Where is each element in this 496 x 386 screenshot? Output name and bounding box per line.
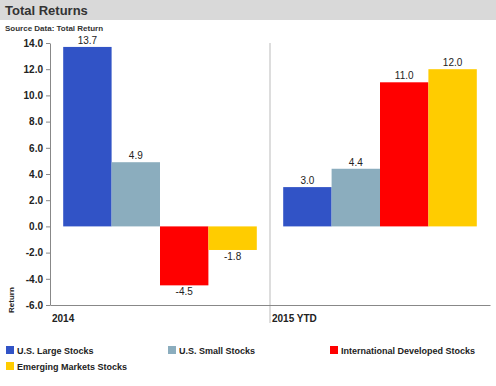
y-tick-label: 14.0 — [24, 38, 44, 49]
data-label: -4.5 — [176, 286, 194, 297]
x-tick-label: 2015 YTD — [272, 313, 317, 324]
title-bar — [0, 0, 496, 20]
legend-item: U.S. Large Stocks — [6, 346, 94, 356]
y-tick: 14.0 — [24, 38, 50, 49]
title: Total Returns — [5, 3, 88, 18]
y-axis: -6.0 -4.0 -2.0 0.0 2.0 4.0 6.0 8.0 10.0 12.0 14.0 — [24, 38, 51, 311]
legend-item: Emerging Markets Stocks — [6, 362, 127, 372]
bar — [283, 187, 331, 226]
y-tick-label: 12.0 — [24, 64, 44, 75]
y-axis-title: Return — [7, 287, 16, 313]
data-label: 13.7 — [78, 35, 98, 46]
y-tick-mark — [46, 226, 50, 227]
legend-item: U.S. Small Stocks — [168, 346, 255, 356]
data-labels: 13.7 3.0 4.9 4.4 -4.5 11.0 -1.8 12.0 — [78, 35, 463, 297]
subtitle: Source Data: Total Return — [5, 24, 103, 33]
legend-swatch — [6, 362, 14, 370]
bar — [380, 82, 428, 226]
data-label: 11.0 — [395, 70, 414, 81]
x-axis: 2014 2015 YTD — [51, 306, 491, 325]
y-tick: -6.0 — [26, 300, 50, 311]
bar — [332, 169, 380, 227]
data-label: 4.4 — [349, 157, 363, 168]
data-label: -1.8 — [224, 251, 242, 262]
y-tick-mark — [46, 305, 50, 306]
x-tick: 2014 — [52, 313, 75, 324]
y-tick-mark — [46, 43, 50, 44]
data-label: 3.0 — [300, 175, 314, 186]
y-tick-label: 0.0 — [29, 221, 43, 232]
y-tick-label: 8.0 — [29, 116, 43, 127]
y-axis-line — [50, 44, 51, 306]
legend-label: International Developed Stocks — [341, 346, 475, 356]
y-tick-mark — [46, 253, 50, 254]
bar — [63, 47, 111, 226]
y-tick-label: -4.0 — [26, 274, 44, 285]
data-label: 12.0 — [443, 57, 463, 68]
bar — [160, 226, 208, 285]
y-tick-mark — [46, 69, 50, 70]
y-tick: 8.0 — [29, 116, 50, 127]
legend-swatch — [168, 346, 176, 354]
chart: Total Returns Source Data: Total Return 13… — [0, 0, 496, 386]
y-tick-mark — [46, 95, 50, 96]
legend: U.S. Large Stocks U.S. Small Stocks Intern… — [6, 346, 475, 372]
y-tick-label: 6.0 — [29, 143, 43, 154]
legend-swatch — [330, 346, 338, 354]
y-tick-label: 2.0 — [29, 195, 43, 206]
legend-label: Emerging Markets Stocks — [17, 362, 127, 372]
x-tick-label: 2014 — [52, 313, 75, 324]
y-tick: 10.0 — [24, 90, 50, 101]
y-tick: -2.0 — [26, 247, 50, 258]
y-tick: 2.0 — [29, 195, 50, 206]
y-tick: 4.0 — [29, 169, 50, 180]
y-tick: 6.0 — [29, 143, 50, 154]
bars — [63, 47, 477, 285]
bar — [208, 226, 256, 250]
y-tick-mark — [46, 279, 50, 280]
x-tick: 2015 YTD — [272, 313, 317, 324]
y-tick-mark — [46, 148, 50, 149]
y-tick: 12.0 — [24, 64, 50, 75]
legend-swatch — [6, 346, 14, 354]
y-tick-label: -2.0 — [26, 247, 44, 258]
y-tick-mark — [46, 200, 50, 201]
y-tick-mark — [46, 174, 50, 175]
group-divider — [270, 43, 271, 323]
bar — [112, 162, 160, 226]
legend-label: U.S. Large Stocks — [17, 346, 94, 356]
y-tick: -4.0 — [26, 274, 50, 285]
x-axis-line — [51, 305, 491, 306]
y-tick: 0.0 — [29, 221, 50, 232]
data-label: 4.9 — [129, 150, 143, 161]
legend-item: International Developed Stocks — [330, 346, 475, 356]
y-tick-label: 10.0 — [24, 90, 44, 101]
y-tick-label: 4.0 — [29, 169, 43, 180]
legend-label: U.S. Small Stocks — [179, 346, 255, 356]
bar — [428, 69, 476, 226]
y-tick-mark — [46, 122, 50, 123]
y-tick-label: -6.0 — [26, 300, 44, 311]
